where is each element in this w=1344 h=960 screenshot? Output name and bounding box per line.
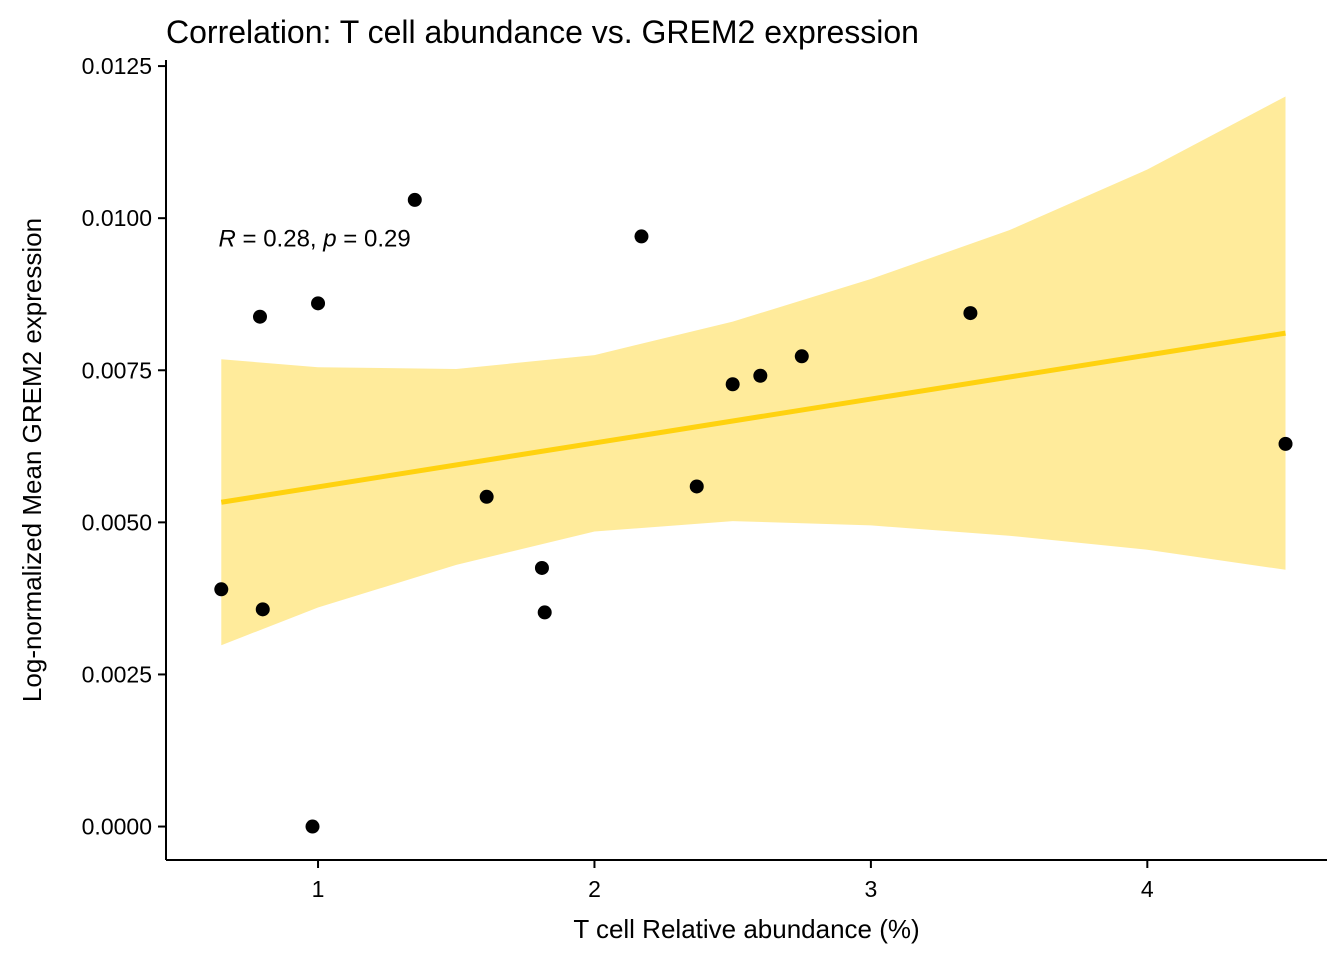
p-value: = 0.29 — [337, 225, 411, 252]
chart-title: Correlation: T cell abundance vs. GREM2 … — [166, 14, 919, 50]
x-tick-label: 4 — [1141, 876, 1154, 902]
data-point — [753, 368, 768, 383]
data-point — [725, 377, 740, 392]
y-tick-label: 0.0125 — [82, 53, 152, 79]
data-point — [689, 479, 704, 494]
data-point — [634, 229, 649, 244]
data-points — [214, 192, 1293, 834]
data-point — [534, 560, 549, 575]
confidence-band — [221, 96, 1286, 646]
x-axis-label: T cell Relative abundance (%) — [573, 914, 919, 944]
y-tick-label: 0.0100 — [82, 205, 152, 231]
data-point — [214, 582, 229, 597]
y-axis-label: Log-normalized Mean GREM2 expression — [17, 218, 47, 702]
x-tick-label: 2 — [588, 876, 601, 902]
data-point — [252, 309, 267, 324]
y-axis-ticks: 0.0000 0.0025 0.0050 0.0075 0.0100 0.0125 — [82, 53, 166, 840]
x-axis-ticks: 1 2 3 4 — [312, 860, 1154, 902]
x-tick-label: 3 — [864, 876, 877, 902]
r-symbol: R — [219, 225, 236, 252]
data-point — [479, 489, 494, 504]
r-value: = 0.28, — [236, 225, 323, 252]
y-tick-label: 0.0000 — [82, 814, 152, 840]
data-point — [1278, 436, 1293, 451]
data-point — [537, 605, 552, 620]
data-point — [255, 602, 270, 617]
regression-line — [220, 330, 1286, 505]
data-point — [963, 306, 978, 321]
data-point — [311, 296, 326, 311]
y-tick-label: 0.0050 — [82, 509, 152, 535]
p-symbol: p — [322, 225, 336, 252]
y-tick-label: 0.0025 — [82, 661, 152, 687]
y-tick-label: 0.0075 — [82, 357, 152, 383]
x-tick-label: 1 — [312, 876, 325, 902]
data-point — [305, 819, 320, 834]
data-point — [794, 349, 809, 364]
correlation-annotation: R = 0.28, p = 0.29 — [219, 225, 411, 252]
data-point — [407, 192, 422, 207]
